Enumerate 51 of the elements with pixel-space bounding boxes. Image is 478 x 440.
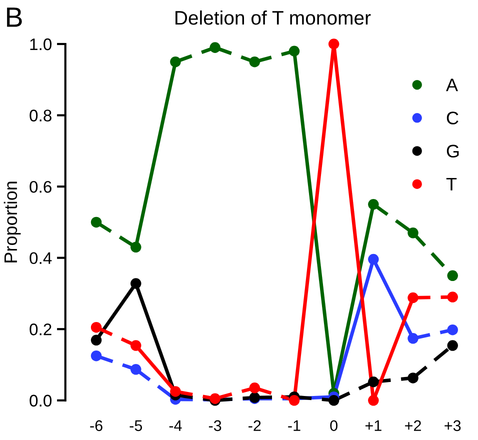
y-tick-label: 1.0 (30, 38, 52, 50)
point (408, 372, 418, 384)
y-tick-label: 0.0 (30, 394, 52, 407)
point (288, 46, 300, 57)
point (170, 56, 181, 68)
point (408, 333, 418, 344)
x-tick-label: -6 (90, 420, 102, 432)
point (249, 382, 260, 394)
point (90, 334, 102, 346)
point (90, 350, 102, 362)
point (90, 322, 102, 333)
x-tick-label: -1 (288, 420, 300, 431)
point (368, 254, 379, 265)
y-axis-title: Proportion (4, 182, 21, 262)
point (368, 376, 379, 388)
y-tick-label: 0.4 (30, 252, 52, 264)
legend-label: T (446, 178, 457, 190)
point (328, 38, 340, 50)
chart-title: Deletion of T monomer (176, 10, 371, 25)
legend-label: A (446, 78, 458, 92)
x-tick-label: +2 (405, 420, 421, 431)
point (447, 292, 458, 302)
x-tick-label: +3 (444, 420, 461, 432)
x-tick-label: +1 (365, 420, 382, 431)
point (90, 216, 102, 228)
y-tick-label: 0.6 (30, 180, 52, 193)
point (130, 364, 142, 375)
point (368, 199, 379, 210)
point (447, 340, 458, 351)
point (368, 395, 379, 406)
legend-label: C (446, 112, 458, 124)
x-tick-label: -5 (130, 420, 142, 432)
point (447, 324, 458, 336)
point (328, 395, 340, 406)
text: B (7, 8, 22, 27)
x-tick-label: 0 (330, 420, 338, 432)
x-tick-label: -4 (169, 420, 182, 431)
point (130, 242, 142, 253)
point (130, 340, 142, 351)
x-tick-label: -2 (248, 420, 261, 431)
y-tick-label: 0.2 (30, 324, 52, 336)
point (210, 42, 220, 53)
legend-label: G (446, 144, 459, 158)
point (249, 56, 260, 68)
point (170, 386, 181, 397)
point (130, 278, 142, 289)
point (408, 228, 418, 238)
x-tick-label: -3 (208, 420, 222, 432)
point (408, 292, 418, 304)
point (447, 270, 458, 282)
y-tick-label: 0.8 (30, 110, 52, 122)
